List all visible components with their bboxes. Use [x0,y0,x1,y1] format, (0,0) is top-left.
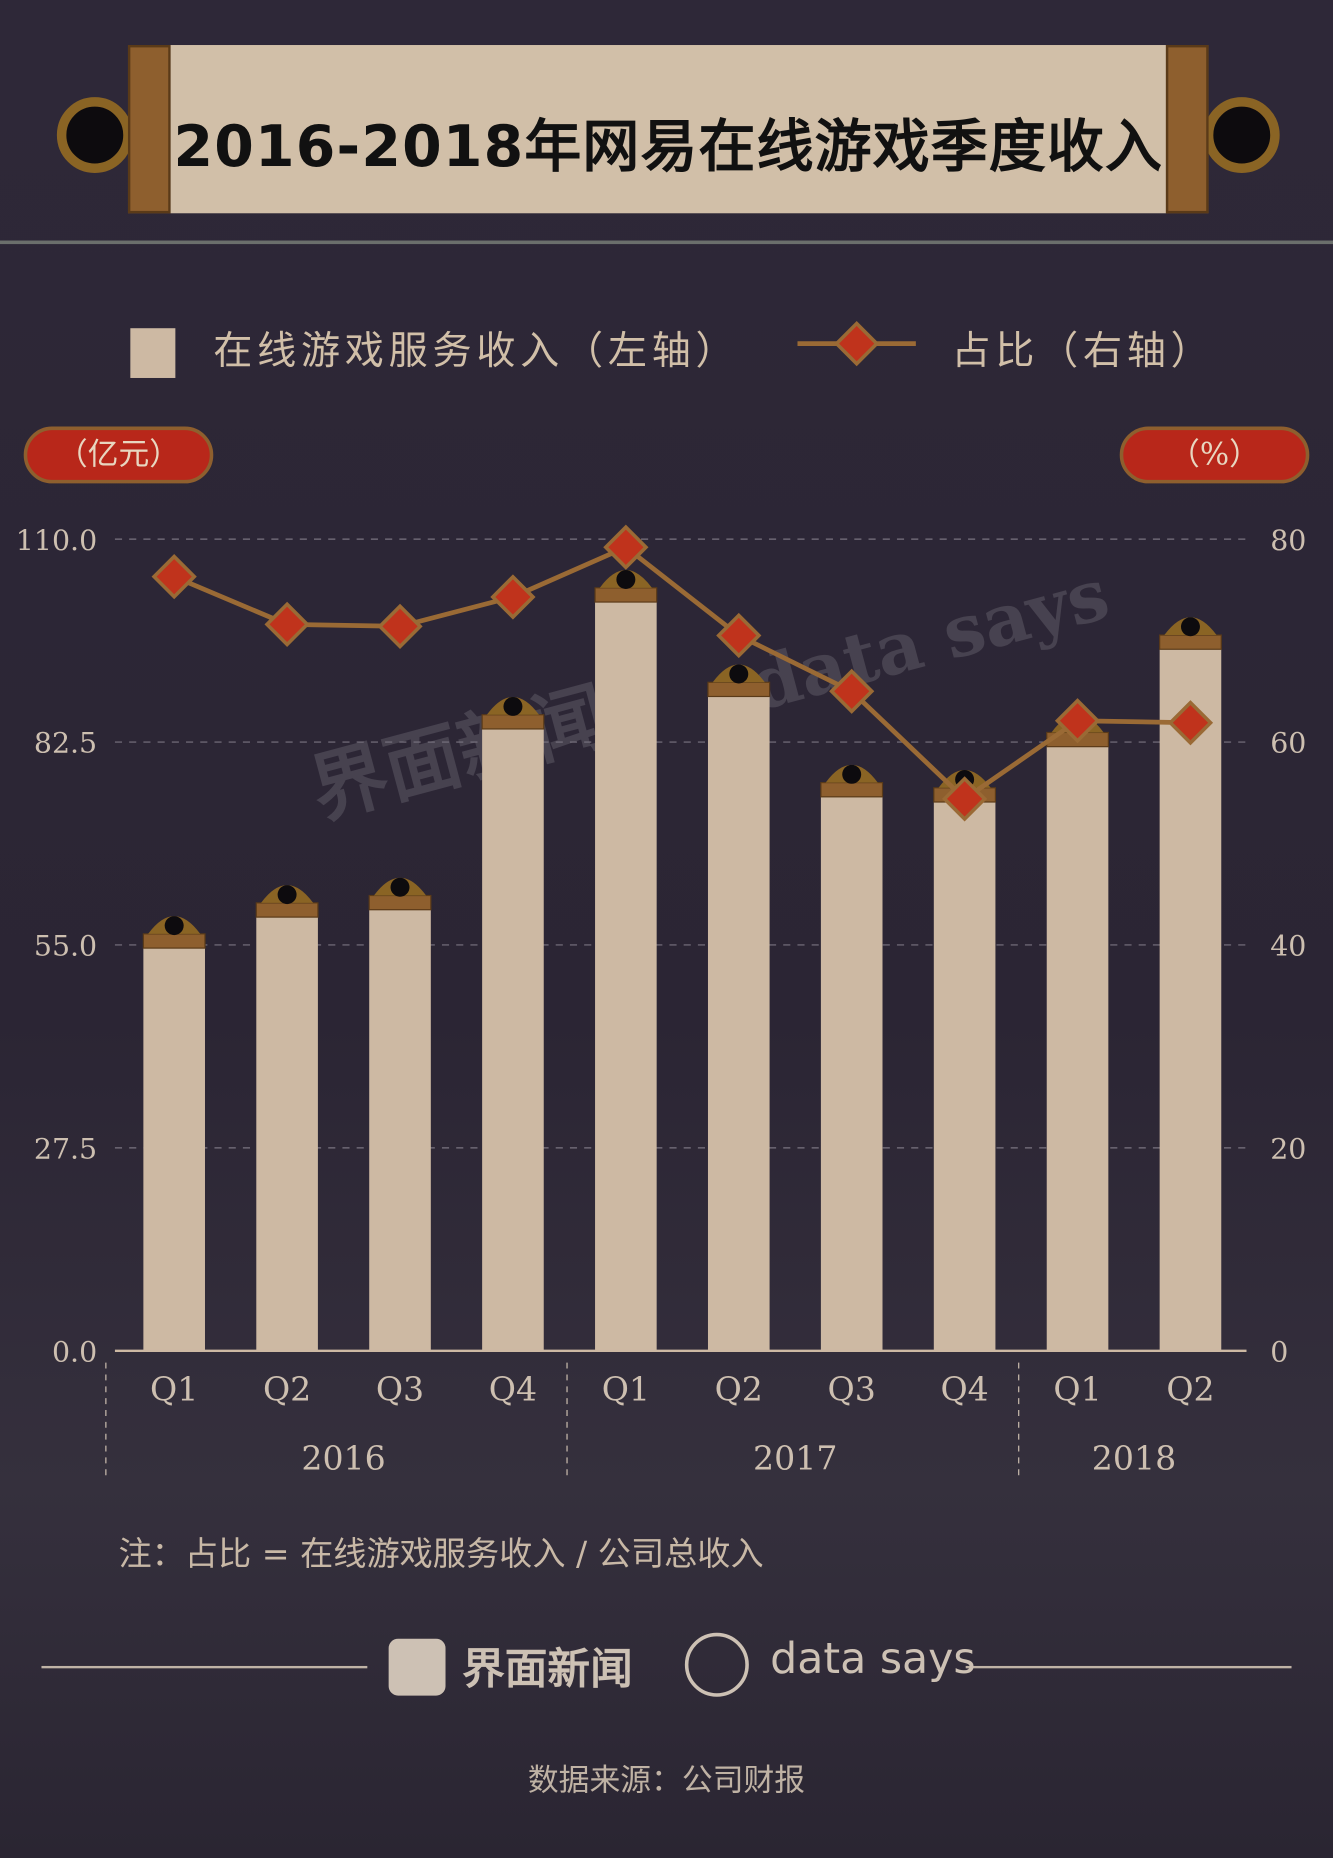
bar [707,696,770,1351]
share-marker [151,554,197,600]
bar [1159,649,1222,1351]
bar [143,948,205,1351]
left-tick-label: 110.0 [16,524,97,557]
share-marker [716,612,762,659]
bar [482,728,544,1351]
right-tick-label: 60 [1270,727,1306,760]
bar [256,917,318,1351]
x-tick-label: Q3 [828,1370,876,1409]
legend-line-label: 占比（右轴） [951,327,1215,374]
bar-cap [255,902,319,918]
bar-cap [594,587,658,603]
brand-en: data says [770,1635,976,1684]
x-tick-label: Q2 [263,1370,311,1409]
left-tick-label: 27.5 [34,1133,97,1166]
bar-cap-knob [390,877,410,897]
left-tick-label: 55.0 [34,930,97,963]
divider [0,240,1333,245]
bar-cap-knob [503,696,523,716]
x-tick-label: Q4 [940,1370,988,1409]
bar-cap-knob [842,764,862,784]
share-marker [1167,700,1214,746]
year-label: 2018 [1092,1438,1176,1477]
share-marker [264,601,310,647]
footnote: 注：占比 = 在线游戏服务收入 / 公司总收入 [118,1534,764,1574]
share-line [173,544,1191,802]
x-tick-label: Q1 [602,1370,650,1409]
scroll-knob-left [56,97,133,173]
right-axis-unit: （%） [1119,426,1310,484]
brand-cn: 界面新闻 [462,1645,633,1695]
x-tick-label: Q1 [150,1370,198,1409]
x-tick-label: Q3 [376,1370,424,1409]
share-marker [941,776,988,822]
right-tick-label: 40 [1270,930,1306,963]
bar-cap-knob [1180,617,1200,637]
year-label: 2017 [753,1438,837,1477]
right-tick-label: 0 [1270,1335,1288,1368]
bar-cap-knob [277,885,297,905]
watermark-cn: 界面新闻 [302,670,618,834]
chart: data says 界面新闻 0.0 0 27.5 20 55.0 40 82.5 60 110… [16,524,1306,1479]
left-axis-unit: （亿元） [23,426,214,484]
data-source: 数据来源：公司财报 [527,1763,806,1799]
bar [933,802,996,1351]
scroll-body: 2016-2018年网易在线游戏季度收入 [170,45,1166,214]
title-banner: 2016-2018年网易在线游戏季度收入 [56,45,1280,214]
bar-cap-knob [729,664,749,684]
bar [1046,746,1109,1351]
left-tick-label: 82.5 [34,727,97,760]
bar [820,796,883,1351]
legend-bar-label: 在线游戏服务收入（左轴） [213,327,740,374]
bar-cap [368,894,432,911]
bar-cap [142,933,206,949]
bar-cap [1159,634,1222,650]
right-tick-label: 20 [1270,1133,1306,1166]
bar-cap-knob [164,916,184,936]
bar [369,909,431,1351]
watermark-en: data says [741,551,1117,727]
brand-logo-icon [388,1638,446,1696]
share-marker [377,603,423,649]
bar-cap-knob [616,570,636,590]
year-label: 2016 [301,1438,385,1477]
legend-line-swatch [797,320,916,367]
share-marker [603,524,649,570]
datasays-logo-icon [684,1632,749,1697]
bar-cap [820,782,884,798]
scroll-end-right [1165,45,1209,214]
footer-line-left [41,1665,368,1669]
bar [595,602,657,1351]
legend-bar-swatch [130,328,176,378]
scroll-end-left [127,45,171,214]
chart-title: 2016-2018年网易在线游戏季度收入 [173,113,1164,181]
x-tick-label: Q2 [1166,1370,1214,1409]
footer-line-right [965,1665,1292,1669]
x-tick-label: Q2 [715,1370,763,1409]
x-tick-label: Q1 [1053,1370,1101,1409]
share-marker [829,668,875,714]
bar-cap [707,681,771,698]
share-marker [1054,698,1101,744]
bar-cap [481,714,545,730]
right-tick-label: 80 [1270,524,1306,557]
share-marker [490,574,536,620]
x-tick-label: Q4 [489,1370,537,1409]
left-tick-label: 0.0 [52,1335,97,1368]
